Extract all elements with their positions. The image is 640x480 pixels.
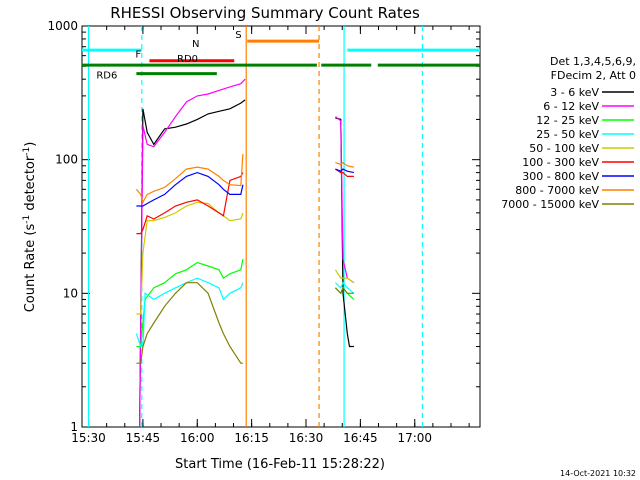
y-label-part: detector	[23, 155, 38, 215]
x-tick-label: 16:15	[234, 431, 269, 445]
flag-bar-label: S	[235, 30, 241, 41]
y-label-sup: -1	[22, 215, 32, 224]
y-label-sup: -1	[22, 147, 32, 156]
y-tick-label: 100	[55, 153, 78, 167]
x-tick-label: 16:00	[180, 431, 215, 445]
legend-header-line-2: FDecim 2, Att 0	[551, 69, 636, 82]
y-tick-label: 1000	[47, 19, 78, 33]
series-line	[139, 99, 354, 428]
flag-bar-label: RD6	[96, 71, 117, 82]
series-line	[135, 154, 355, 204]
legend-entry-label: 6 - 12 keV	[543, 100, 599, 113]
chart-title: RHESSI Observing Summary Count Rates	[110, 4, 420, 22]
legend-entry-label: 800 - 7000 keV	[515, 184, 599, 197]
plot-area: 1 10 100 1000 15:30 15:45 16:00 16:15 16:30 16:45…	[47, 19, 481, 445]
y-tick-label: 1	[70, 420, 78, 434]
series-line	[136, 168, 354, 235]
flag-bar-label: N	[192, 39, 199, 50]
series-line	[136, 168, 355, 207]
flag-bar-label: F	[135, 50, 141, 61]
series-line	[136, 259, 355, 348]
series-line	[135, 277, 355, 348]
x-tick-label: 15:30	[71, 431, 106, 445]
plot-frame	[81, 25, 481, 428]
x-tick-label: 16:30	[289, 431, 324, 445]
legend-entry-label: 25 - 50 keV	[536, 128, 599, 141]
legend-entry-label: 3 - 6 keV	[550, 86, 599, 99]
legend-header-line-1: Det 1,3,4,5,6,9,	[550, 55, 636, 68]
legend-entry-label: 100 - 300 keV	[522, 156, 599, 169]
legend-entry-label: 7000 - 15000 keV	[501, 198, 599, 211]
timestamp: 14-Oct-2021 10:32	[560, 469, 636, 478]
x-axis-label: Start Time (16-Feb-11 15:28:22)	[175, 457, 385, 472]
legend-entry-label: 50 - 100 keV	[529, 142, 599, 155]
y-label-part: )	[23, 142, 38, 147]
y-label-part: Count Rate (s	[23, 224, 38, 313]
series-line	[136, 201, 355, 315]
x-tick-label: 16:45	[343, 431, 378, 445]
y-tick-label: 10	[63, 286, 78, 300]
x-tick-label: 15:45	[126, 431, 161, 445]
x-tick-label: 17:00	[397, 431, 432, 445]
y-axis-label: Count Rate (s-1 detector-1)	[22, 142, 38, 313]
flag-bar-label: RD0	[177, 54, 198, 65]
legend-entry-label: 300 - 800 keV	[522, 170, 599, 183]
legend-entry-label: 12 - 25 keV	[536, 114, 599, 127]
series-line	[136, 282, 354, 364]
